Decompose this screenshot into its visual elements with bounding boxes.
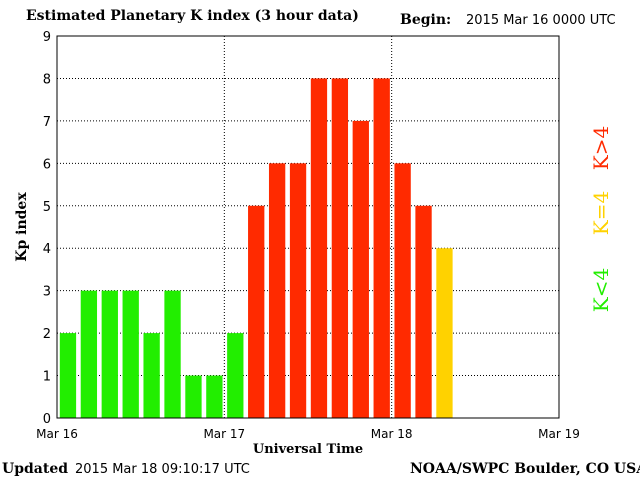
kp-bar: [248, 205, 265, 418]
x-tick-label: Mar 16: [36, 427, 78, 441]
kp-bar: [122, 290, 139, 418]
x-tick-label: Mar 19: [538, 427, 580, 441]
y-tick-label: 8: [43, 72, 51, 87]
grid-lines: [57, 36, 559, 418]
kp-bar: [331, 78, 349, 418]
y-tick-label: 1: [43, 370, 51, 385]
kp-bar: [436, 248, 453, 418]
y-tick-label: 2: [43, 327, 51, 342]
x-tick-label: Mar 18: [371, 427, 413, 441]
updated-value: 2015 Mar 18 09:10:17 UTC: [75, 462, 250, 477]
x-tick-label: Mar 17: [203, 427, 245, 441]
legend-entry: K=4: [589, 191, 613, 235]
begin-value: 2015 Mar 16 0000 UTC: [466, 13, 616, 28]
plot-frame: [56, 35, 560, 419]
kp-bar: [80, 290, 98, 418]
kp-bar: [101, 290, 118, 418]
kp-bar: [268, 163, 286, 418]
y-tick-label: 6: [43, 157, 51, 172]
kp-index-chart: 0 1 2 3 4 5 6 7 8 9 Mar 16 Mar 17 Mar 18 Mar 19 Univ…: [14, 30, 613, 457]
y-tick-label: 5: [43, 200, 51, 215]
kp-bar: [206, 375, 223, 418]
kp-bar: [143, 333, 160, 418]
kp-bar: [289, 163, 307, 418]
y-tick-label: 7: [43, 115, 51, 130]
y-tick-labels: 0 1 2 3 4 5 6 7 8 9: [43, 30, 51, 427]
y-tick-label: 0: [43, 412, 51, 427]
begin-label: Begin:: [400, 12, 452, 28]
bars: [59, 78, 453, 418]
kp-bar: [164, 290, 181, 418]
chart-title: Estimated Planetary K index (3 hour data…: [26, 8, 359, 24]
updated-label: Updated: [2, 461, 69, 477]
legend: K<4 K=4 K>4: [589, 126, 613, 312]
kp-bar: [185, 375, 202, 418]
kp-bar: [310, 78, 328, 418]
kp-bar: [394, 163, 411, 418]
kp-bar: [373, 78, 390, 418]
kp-bar: [352, 120, 369, 418]
kp-bar: [59, 333, 77, 418]
kp-bar: [227, 333, 244, 418]
kp-bar: [415, 205, 432, 418]
y-tick-label: 9: [43, 30, 51, 45]
legend-entry: K<4: [589, 268, 613, 312]
y-tick-label: 3: [43, 285, 51, 300]
x-tick-labels: Mar 16 Mar 17 Mar 18 Mar 19: [36, 427, 580, 441]
credit-text: NOAA/SWPC Boulder, CO USA: [410, 461, 640, 477]
y-axis-label: Kp index: [14, 192, 30, 262]
y-tick-label: 4: [43, 242, 51, 257]
x-axis-label: Universal Time: [253, 442, 363, 457]
legend-entry: K>4: [589, 126, 613, 170]
